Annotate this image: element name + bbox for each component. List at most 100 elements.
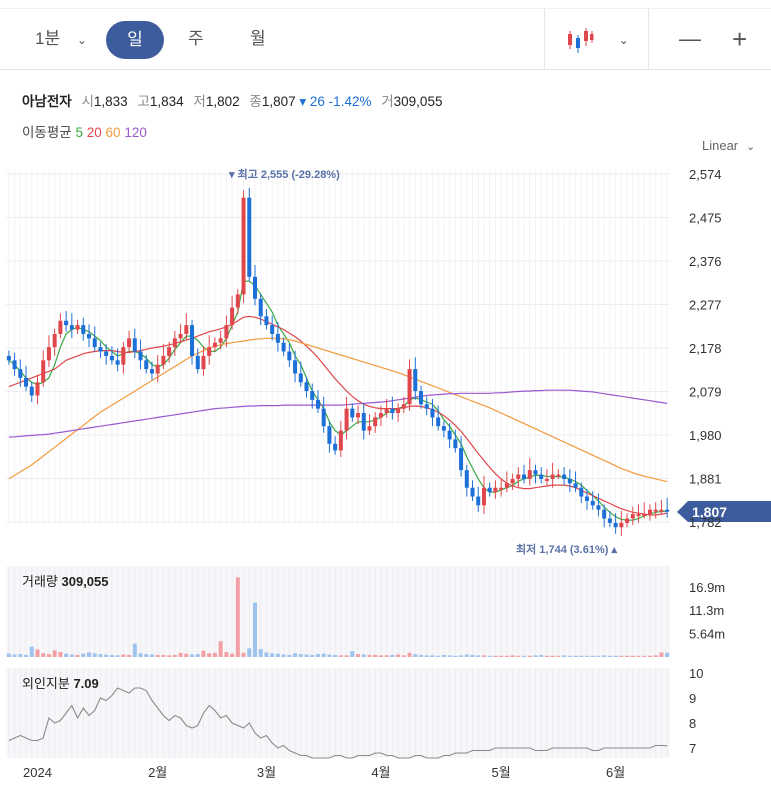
open-price: 1,833 <box>93 94 128 109</box>
volume-bar <box>659 652 664 657</box>
volume-bar <box>41 653 46 657</box>
volume-bar <box>195 654 200 657</box>
zoom-out-button[interactable]: — <box>679 26 701 51</box>
volume-bar <box>46 654 51 657</box>
volume-bar <box>115 655 120 657</box>
candle-body <box>418 391 424 405</box>
volume-bar <box>270 653 275 657</box>
tab-day[interactable]: 일 <box>106 21 164 59</box>
candle-body <box>401 404 406 409</box>
y-tick-label: 1,980 <box>689 428 722 443</box>
volume-bar <box>665 652 670 657</box>
ma60-line <box>8 337 668 483</box>
candle-body <box>590 500 595 506</box>
volume-bar <box>98 654 103 657</box>
volume-tick-label: 11.3m <box>689 603 724 618</box>
y-tick-label: 2,475 <box>689 211 722 226</box>
volume-bar <box>304 654 309 657</box>
candle-body <box>46 347 51 361</box>
candle-body <box>184 325 189 334</box>
volume-bar <box>92 653 97 657</box>
candle-body <box>304 382 309 392</box>
ma-60: 60 <box>105 125 121 140</box>
candle-body <box>665 509 670 512</box>
volume-bar <box>224 652 229 657</box>
moving-average-legend[interactable]: 이동평균 5 20 60 120 <box>22 125 147 140</box>
candle-body <box>579 487 584 497</box>
chart-type-select[interactable]: ⌄ <box>566 9 629 69</box>
candle-body <box>144 360 149 370</box>
volume-bar <box>338 655 343 657</box>
volume-bar <box>258 649 263 657</box>
candle-body <box>338 430 343 451</box>
candle-body <box>327 426 332 444</box>
candle-body <box>178 333 183 339</box>
candle-body <box>252 276 258 299</box>
volume-bar <box>441 654 446 657</box>
volume-bar <box>464 654 469 657</box>
candle-body <box>625 518 630 523</box>
candle-body <box>493 487 498 493</box>
candle-body <box>573 483 578 488</box>
volume-bar <box>378 655 383 657</box>
candle-body <box>476 496 481 506</box>
volume-bar <box>527 655 532 657</box>
volume-bar <box>653 655 658 657</box>
interval-select[interactable]: 1분 ⌄ <box>35 9 87 69</box>
candle-body <box>29 386 34 396</box>
candle-body <box>390 408 395 414</box>
volume-bar <box>24 654 29 657</box>
candle-body <box>172 338 177 348</box>
volume-bar <box>201 650 206 657</box>
candle-body <box>522 474 527 479</box>
volume-bar <box>172 654 177 657</box>
chart-toolbar: 1분 ⌄ 일 주 월 ⌄ — + <box>0 8 771 70</box>
high-marker: ▾ 최고 2,555 (-29.28%) <box>228 167 340 181</box>
candle-body <box>602 509 607 519</box>
volume-bar <box>390 654 395 657</box>
candle-body <box>109 355 114 361</box>
candle-body <box>264 316 269 326</box>
foreign-tick-label: 8 <box>689 716 696 731</box>
candle-body <box>190 325 195 356</box>
foreign-line <box>8 687 668 759</box>
volume-bar <box>327 654 332 657</box>
tab-month[interactable]: 월 <box>250 29 266 48</box>
candle-body <box>384 408 389 414</box>
volume-bar <box>424 655 429 657</box>
volume-bar <box>413 654 418 657</box>
volume-bar <box>252 602 258 657</box>
volume-bar <box>430 655 435 657</box>
volume-bar <box>487 655 492 657</box>
y-tick-label: 2,079 <box>689 385 722 400</box>
candle-body <box>12 360 17 370</box>
volume-bar <box>510 655 515 657</box>
volume-bar <box>69 654 74 657</box>
volume-bar <box>132 643 137 657</box>
volume-bar <box>241 652 246 657</box>
candle-body <box>201 355 206 370</box>
scale-select[interactable]: Linear <box>702 138 739 153</box>
candle-body <box>121 347 126 365</box>
candle-body <box>218 338 223 343</box>
candle-body <box>132 338 137 352</box>
candle-body <box>636 514 641 517</box>
tab-week[interactable]: 주 <box>188 29 204 48</box>
candle-body <box>293 360 298 374</box>
candle-body <box>584 496 590 501</box>
foreign-title: 외인지분 7.09 <box>22 676 99 691</box>
volume-bar <box>81 653 86 657</box>
volume-bar <box>567 655 572 657</box>
volume-bar <box>64 653 69 657</box>
volume-bar <box>396 654 401 657</box>
current-price: 1,807 <box>692 504 727 520</box>
y-tick-label: 1,782 <box>689 515 722 530</box>
candle-body <box>64 320 69 326</box>
candle-body <box>298 373 303 383</box>
candle-body <box>619 522 624 528</box>
volume-bar <box>321 653 326 657</box>
volume-bar <box>596 655 601 657</box>
candle-body <box>321 408 326 427</box>
zoom-in-button[interactable]: + <box>732 24 748 54</box>
